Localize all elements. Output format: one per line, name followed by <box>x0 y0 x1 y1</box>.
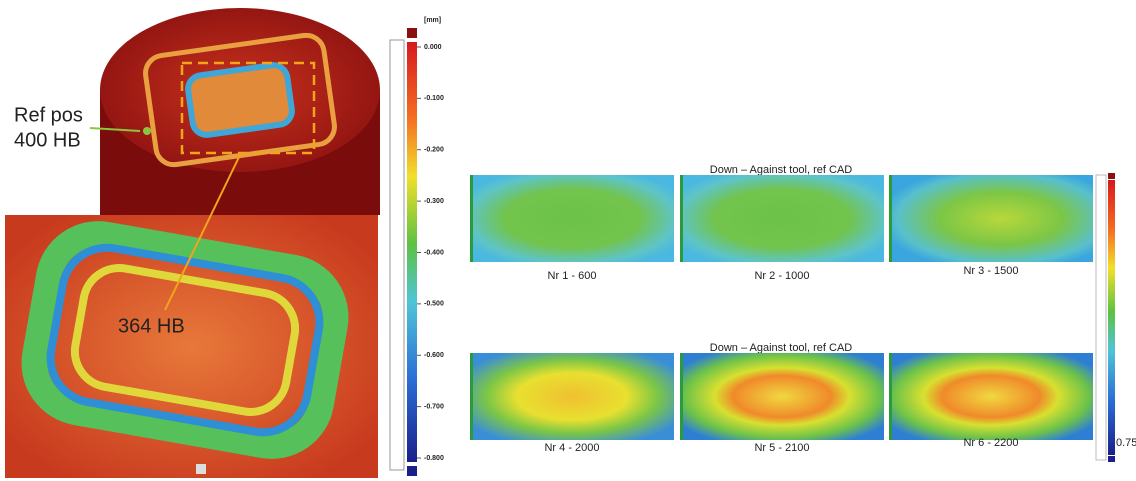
scale-tick-label: -0.400 <box>424 249 444 256</box>
color-scale <box>407 42 417 462</box>
row-title: Down – Against tool, ref CAD <box>710 164 853 176</box>
scan-panel <box>889 353 1093 440</box>
panel-label: Nr 1 - 600 <box>548 270 597 282</box>
scan-edge <box>680 353 683 440</box>
ref-point <box>143 127 151 135</box>
scale-unit: [mm] <box>424 17 441 24</box>
pocket-center <box>186 63 293 136</box>
histogram-box <box>1096 175 1106 460</box>
scale-tick-label: -0.100 <box>424 95 444 102</box>
panel-label: Nr 3 - 1500 <box>963 265 1018 277</box>
scale-top <box>1108 173 1115 179</box>
marker <box>196 464 206 474</box>
panel-label: Nr 4 - 2000 <box>544 442 599 454</box>
scale-tick-label: -0.800 <box>424 455 444 462</box>
row-title: Down – Against tool, ref CAD <box>710 342 853 354</box>
ref-label: Ref pos <box>14 104 83 126</box>
panel-label: Nr 6 - 2200 <box>963 437 1018 449</box>
figure: Ref pos 400 HB 364 HB [mm] 0.000 -0.100 -0… <box>0 0 1136 481</box>
scan-edge <box>470 175 473 262</box>
scale-tick-label: 0.000 <box>424 44 442 51</box>
scan-panel <box>680 175 884 262</box>
scale-bottom <box>1108 456 1115 462</box>
scan-edge <box>889 353 892 440</box>
scan-panel <box>889 175 1093 262</box>
scan-panel <box>470 175 674 262</box>
scale-tick-label: -0.200 <box>424 147 444 154</box>
scale-tick-label: -0.700 <box>424 403 444 410</box>
scale-top <box>407 28 417 38</box>
scale-tick-label: -0.600 <box>424 352 444 359</box>
scale-tick-label: -0.300 <box>424 198 444 205</box>
scan-edge <box>889 175 892 262</box>
scale-bottom <box>407 466 417 476</box>
color-scale <box>1108 180 1115 455</box>
panel-label: Nr 5 - 2100 <box>754 442 809 454</box>
scale-tick-label: -0.500 <box>424 301 444 308</box>
scale-end: 0.75 <box>1116 437 1136 449</box>
scan-edge <box>680 175 683 262</box>
scan-panel <box>470 353 674 440</box>
scan-panel <box>680 353 884 440</box>
zoom-label: 364 HB <box>118 315 185 337</box>
ref-label: 400 HB <box>14 129 81 151</box>
scan-edge <box>470 353 473 440</box>
panel-label: Nr 2 - 1000 <box>754 270 809 282</box>
histogram-box <box>390 40 404 470</box>
